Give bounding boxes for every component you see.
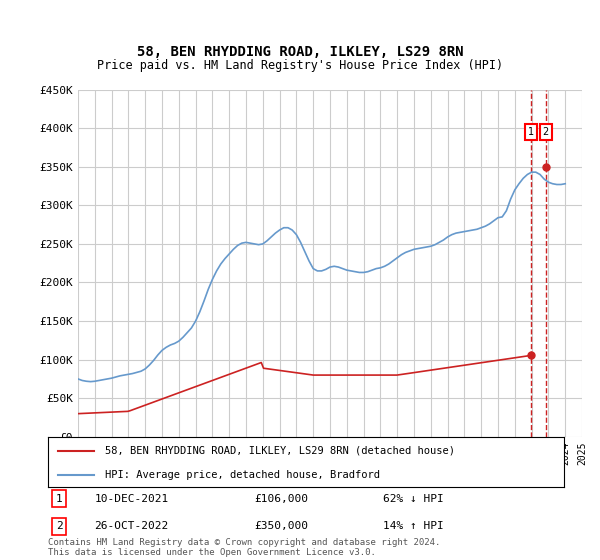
- Text: £106,000: £106,000: [254, 493, 308, 503]
- Text: 2: 2: [56, 521, 62, 531]
- Text: HPI: Average price, detached house, Bradford: HPI: Average price, detached house, Brad…: [105, 470, 380, 479]
- Text: 14% ↑ HPI: 14% ↑ HPI: [383, 521, 444, 531]
- Text: Contains HM Land Registry data © Crown copyright and database right 2024.
This d: Contains HM Land Registry data © Crown c…: [48, 538, 440, 557]
- Text: 58, BEN RHYDDING ROAD, ILKLEY, LS29 8RN: 58, BEN RHYDDING ROAD, ILKLEY, LS29 8RN: [137, 45, 463, 59]
- Text: 62% ↓ HPI: 62% ↓ HPI: [383, 493, 444, 503]
- Text: Price paid vs. HM Land Registry's House Price Index (HPI): Price paid vs. HM Land Registry's House …: [97, 59, 503, 72]
- Text: 1: 1: [56, 493, 62, 503]
- Text: £350,000: £350,000: [254, 521, 308, 531]
- Text: 26-OCT-2022: 26-OCT-2022: [94, 521, 169, 531]
- Text: 1: 1: [527, 127, 534, 137]
- Text: 2: 2: [542, 127, 548, 137]
- Text: 58, BEN RHYDDING ROAD, ILKLEY, LS29 8RN (detached house): 58, BEN RHYDDING ROAD, ILKLEY, LS29 8RN …: [105, 446, 455, 456]
- Text: 10-DEC-2021: 10-DEC-2021: [94, 493, 169, 503]
